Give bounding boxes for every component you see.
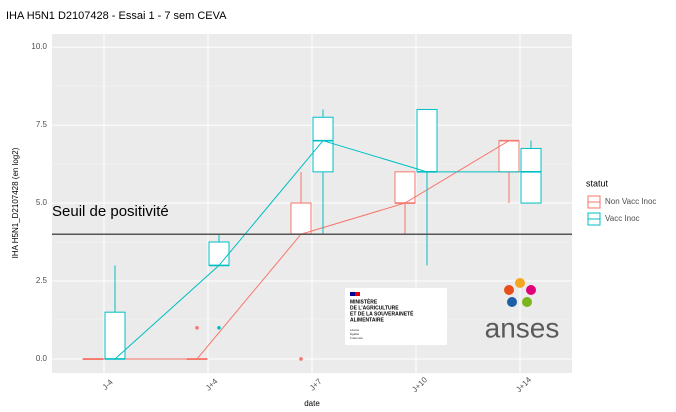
flag-blue — [350, 292, 355, 296]
x-tick-label: J+7 — [308, 377, 324, 393]
ministry-text: DE L'AGRICULTURE — [350, 305, 399, 311]
ministry-logo — [345, 288, 447, 345]
box — [290, 202, 312, 235]
box — [312, 116, 334, 173]
outlier — [299, 357, 303, 361]
outlier — [195, 325, 199, 330]
box — [104, 311, 126, 360]
ministry-text: MINISTÈRE — [350, 297, 378, 305]
ministry-text: ALIMENTAIRE — [350, 317, 384, 323]
logo-petal — [507, 297, 517, 307]
x-tick-label: J+4 — [204, 377, 220, 393]
y-tick-label: 10.0 — [31, 42, 47, 51]
logo-petal — [522, 297, 532, 307]
x-tick-label: J+14 — [514, 375, 533, 394]
legend-label: Non Vacc Inoc — [605, 197, 656, 206]
y-tick-label: 0.0 — [36, 354, 48, 363]
box — [416, 108, 438, 173]
ministry-motto: Liberté — [350, 328, 360, 332]
outlier — [217, 325, 221, 330]
logo-petal — [526, 285, 536, 295]
median-line — [114, 140, 531, 360]
ministry-motto: Fraternité — [350, 336, 363, 340]
legend-title: statut — [586, 178, 609, 188]
y-tick-label: 5.0 — [36, 198, 48, 207]
y-axis-label: IHA H5N1_D2107428 (en log2) — [11, 147, 20, 258]
logo-petal — [504, 285, 514, 295]
ministry-text: ET DE LA SOUVERAINETÉ — [350, 309, 414, 317]
x-tick-label: J+10 — [410, 375, 429, 394]
threshold-label: Seuil de positivité — [52, 203, 169, 220]
logo-petal — [515, 278, 525, 288]
box — [520, 147, 542, 204]
flag-red — [355, 292, 360, 296]
legend-label: Vacc Inoc — [605, 214, 640, 223]
ministry-motto: Égalité — [350, 331, 360, 336]
y-tick-label: 2.5 — [36, 276, 48, 285]
x-tick-label: J-4 — [101, 377, 116, 392]
y-tick-label: 7.5 — [36, 120, 48, 129]
chart-title: IHA H5N1 D2107428 - Essai 1 - 7 sem CEVA — [6, 10, 227, 22]
box — [208, 241, 230, 266]
x-axis-label: date — [304, 399, 320, 408]
agency-logo: anses — [485, 312, 560, 343]
